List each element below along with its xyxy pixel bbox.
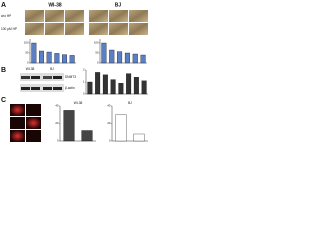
y-tick-label: 100 [94, 41, 99, 45]
blot-label: β-actin [65, 86, 75, 90]
bar [46, 51, 52, 64]
y-tick-label: 50 [95, 51, 99, 55]
bar [62, 54, 67, 64]
panel-label: A [1, 2, 6, 9]
y-tick-label: 20 [55, 121, 59, 125]
page: {"figure": {"panel_labels": ["A", "B", "… [0, 0, 150, 145]
y-tick-label: 0 [27, 61, 29, 65]
y-tick-label: 0 [109, 139, 111, 143]
bar [126, 73, 132, 95]
bar [101, 42, 107, 64]
panel-label: B [1, 67, 6, 74]
bar [133, 133, 145, 142]
bar [141, 80, 147, 95]
chart-title: BJ [128, 101, 132, 105]
bar [69, 55, 75, 64]
y-tick-label: 0 [97, 61, 99, 65]
blot-label: DNMT3 [65, 75, 76, 79]
y-tick-label: 100 [24, 41, 29, 45]
cell-line: BJ [50, 67, 54, 71]
bar [87, 81, 93, 95]
fluorescence-images [10, 104, 41, 142]
bar [140, 54, 146, 64]
cell-line: WI-38 [26, 67, 35, 71]
bar [115, 114, 127, 142]
bar [118, 83, 124, 95]
bar [117, 51, 123, 64]
chart-title: WI-38 [74, 101, 83, 105]
y-tick-label: 20 [107, 121, 111, 125]
bar [109, 49, 115, 64]
bar [124, 52, 130, 64]
y-tick-label: 50 [25, 51, 29, 55]
bar [102, 74, 108, 95]
bar [133, 77, 139, 95]
bar [39, 50, 44, 64]
bar [110, 79, 116, 95]
micrographs [25, 10, 148, 35]
figure: A WI-38 BJ w/o HP 100 μM HP B WI-38 BJ D… [1, 2, 148, 143]
y-tick-label: 2 [83, 68, 85, 72]
y-tick-label: 40 [55, 104, 59, 108]
y-tick-label: 40 [107, 104, 111, 108]
bar [63, 110, 75, 142]
bar [81, 130, 93, 142]
y-tick-label: 1 [83, 80, 85, 84]
bar [132, 53, 138, 64]
panel-label: C [1, 97, 6, 104]
cell-line: BJ [115, 2, 122, 8]
row-label: w/o HP [1, 14, 11, 18]
y-tick-label: 0 [57, 139, 59, 143]
bar [54, 53, 60, 64]
y-tick-label: 0 [83, 92, 85, 96]
cell-line: WI-38 [48, 2, 62, 8]
bar [31, 42, 37, 64]
bar [95, 72, 101, 95]
row-label: 100 μM HP [1, 27, 17, 31]
western-blot [20, 73, 64, 92]
